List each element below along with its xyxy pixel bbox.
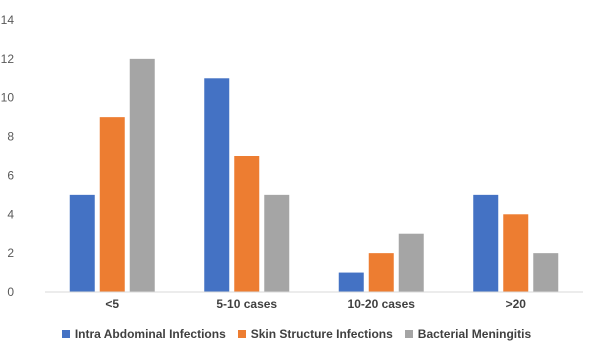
legend-label: Intra Abdominal Infections (74, 327, 226, 341)
bar (234, 156, 260, 292)
y-tick-label: 4 (7, 207, 14, 221)
bar (533, 253, 559, 292)
legend: Intra Abdominal Infections Skin Structure… (0, 327, 593, 341)
x-tick-label: >20 (506, 297, 527, 311)
legend-swatch (237, 330, 246, 338)
y-tick-label: 2 (7, 246, 14, 260)
bar (99, 117, 125, 293)
legend-swatch (404, 330, 413, 338)
legend-swatch (61, 330, 70, 338)
y-tick-label: 14 (1, 13, 15, 27)
legend-label: Skin Structure Infections (250, 327, 393, 341)
bar (204, 78, 230, 293)
bar (129, 58, 155, 292)
x-tick-label: 5-10 cases (216, 297, 277, 311)
bar (503, 214, 529, 292)
bar (338, 272, 364, 292)
legend-label: Bacterial Meningitis (417, 327, 532, 341)
x-axis-labels: <5 5-10 cases 10-20 cases >20 (105, 297, 526, 311)
bar-chart: 0 2 4 6 8 10 12 14 <5 5-10 cases 10-20 cases >20 (1, 13, 583, 311)
legend-item: Skin Structure Infections (237, 327, 393, 341)
y-tick-label: 12 (1, 52, 15, 66)
y-tick-label: 6 (7, 168, 14, 182)
bar (264, 194, 290, 292)
y-axis-ticks: 0 2 4 6 8 10 12 14 (1, 13, 15, 299)
bar (368, 253, 394, 292)
x-tick-label: <5 (105, 297, 119, 311)
legend-item: Intra Abdominal Infections (61, 327, 226, 341)
bar (473, 194, 499, 292)
y-tick-label: 10 (1, 91, 15, 105)
y-tick-label: 8 (7, 130, 14, 144)
x-tick-label: 10-20 cases (348, 297, 416, 311)
bar (398, 233, 424, 292)
bar (69, 194, 95, 292)
y-tick-label: 0 (7, 285, 14, 299)
legend-item: Bacterial Meningitis (404, 327, 532, 341)
bars-group (69, 58, 559, 293)
